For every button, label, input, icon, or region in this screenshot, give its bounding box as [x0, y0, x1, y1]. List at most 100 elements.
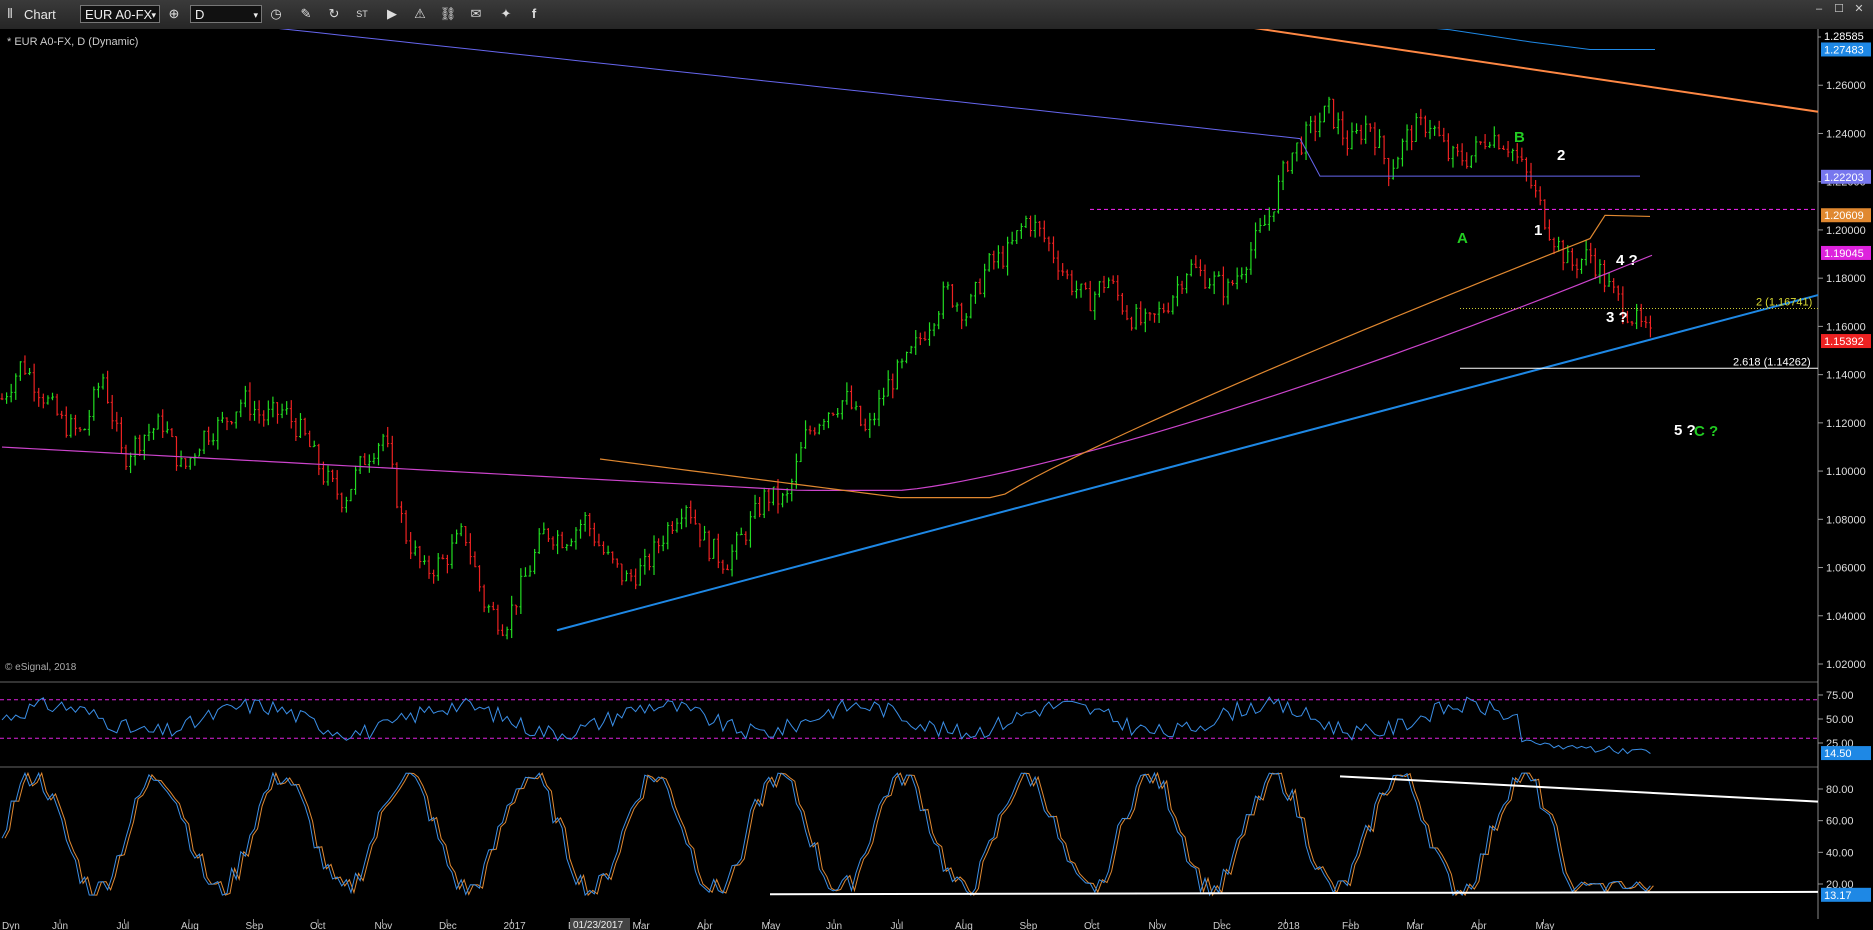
refresh-icon[interactable]: ↻: [328, 6, 340, 21]
cursor-date: 01/23/2017: [573, 920, 623, 930]
fib-level-label: 2.618 (1.14262): [1733, 356, 1811, 368]
stoch-resistance-line: [1339, 775, 1819, 803]
rsi-last-box: [1821, 746, 1871, 761]
resistance-trendline: [1254, 29, 1819, 113]
minimize-button[interactable]: ‒: [1815, 3, 1823, 15]
x-tick-label: Mar: [1407, 921, 1425, 930]
x-tick-label: Aug: [181, 921, 199, 930]
x-tick-label: Nov: [1149, 921, 1167, 930]
stochastic-panel[interactable]: [1, 771, 1819, 897]
link-icon[interactable]: ⛓: [439, 6, 457, 21]
x-tick-label: Jun: [52, 921, 68, 930]
comment-icon[interactable]: ✉: [470, 6, 482, 21]
x-tick-label: Sep: [246, 921, 264, 930]
rsi-panel[interactable]: [0, 696, 1818, 755]
symbol-value: EUR A0-FX: [85, 7, 153, 22]
price-label: 1.19045: [1824, 248, 1864, 260]
price-label: 1.15392: [1824, 336, 1864, 348]
x-tick-label: May: [762, 921, 781, 930]
x-tick-label: May: [1536, 921, 1555, 930]
dyn-label: Dyn: [2, 921, 20, 930]
price-label: 1.22203: [1824, 172, 1864, 184]
close-button[interactable]: ✕: [1854, 3, 1864, 15]
app-title: Chart: [24, 7, 56, 22]
copyright-text: © eSignal, 2018: [5, 662, 77, 673]
wave-label: A: [1457, 230, 1468, 247]
price-label-box: [1821, 169, 1871, 184]
y-tick-label: 1.10000: [1826, 466, 1866, 478]
y-tick-label: 1.20000: [1826, 225, 1866, 237]
wave-label: C ?: [1694, 423, 1718, 440]
interval-input[interactable]: D ▾: [190, 5, 262, 23]
x-tick-label: Sep: [1020, 921, 1038, 930]
stoch-y-tick-label: 80.00: [1826, 784, 1854, 796]
x-tick-label: 2018: [1278, 921, 1301, 930]
stoch-last-label: 13.17: [1824, 890, 1852, 902]
wave-label: 5 ?: [1674, 422, 1696, 439]
y-tick-label: 1.04000: [1826, 611, 1866, 623]
twitter-icon[interactable]: ✦: [500, 6, 512, 21]
ma-orange-line: [599, 214, 1651, 499]
toolbar: ⫴ Chart EUR A0-FX ▾ ⊕ D ▾ ◷ ✎ ↻ ST ▶ ⚠ ⛓…: [0, 0, 1873, 30]
x-tick-label: Jun: [826, 921, 842, 930]
rsi-line: [1, 696, 1651, 755]
y-tick-label: 1.06000: [1826, 563, 1866, 575]
price-label-box: [1821, 334, 1871, 349]
alert-icon[interactable]: ⚠: [414, 6, 426, 21]
y-tick-label: 1.02000: [1826, 659, 1866, 671]
interval-dropdown-icon[interactable]: ▾: [253, 10, 258, 20]
play-icon[interactable]: ▶: [387, 6, 397, 21]
stoch-fast-line: [1, 771, 1651, 897]
y-tick-label: 1.14000: [1826, 370, 1866, 382]
facebook-icon[interactable]: f: [531, 6, 537, 21]
symbol-dropdown-icon[interactable]: ▾: [151, 10, 156, 20]
y-tick-label: 1.18000: [1826, 273, 1866, 285]
price-label-box: [1821, 42, 1871, 57]
symbol-input[interactable]: EUR A0-FX ▾: [80, 5, 160, 23]
y-tick-label: 1.16000: [1826, 321, 1866, 333]
wave-label: B: [1514, 129, 1525, 146]
x-tick-label: Apr: [1471, 921, 1487, 930]
wave-label: 4 ?: [1616, 252, 1638, 269]
price-label: 1.27483: [1824, 44, 1864, 56]
stoch-last-box: [1821, 887, 1871, 902]
price-label-box: [1821, 245, 1871, 260]
wave-label: 3 ?: [1606, 309, 1628, 326]
stoch-slow-line: [4, 771, 1654, 897]
x-tick-label: Nov: [375, 921, 393, 930]
stoch-support-line: [769, 890, 1819, 896]
x-tick-label: Apr: [697, 921, 713, 930]
price-panel[interactable]: 2 (1.16741) 2.618 (1.14262) B 2 A 1 4 ? 3 ? 5 ?C…: [0, 29, 1819, 640]
rsi-y-tick-label: 50.00: [1826, 714, 1854, 726]
x-tick-label: Dec: [1213, 921, 1231, 930]
chart-window-icon: ⫴: [7, 6, 13, 21]
maximize-button[interactable]: ☐: [1834, 3, 1844, 15]
wave-label: 1: [1534, 222, 1542, 239]
chart-title: * EUR A0-FX, D (Dynamic): [7, 36, 138, 48]
y-tick-label: 1.12000: [1826, 418, 1866, 430]
ma-blue-channel: [278, 29, 1640, 177]
fib-level-label: 2 (1.16741): [1756, 297, 1812, 309]
cross-settings-icon[interactable]: ⊕: [168, 6, 180, 21]
support-trendline: [556, 294, 1819, 632]
rsi-last-label: 14.50: [1824, 748, 1852, 760]
chart-area[interactable]: 2 (1.16741) 2.618 (1.14262) B 2 A 1 4 ? 3 ? 5 ?C…: [0, 29, 1873, 930]
x-tick-label: Oct: [1084, 921, 1100, 930]
price-label-box: [1821, 208, 1871, 223]
x-tick-label: Jul: [117, 921, 130, 930]
studies-icon[interactable]: ST: [356, 9, 368, 19]
x-tick-label: Feb: [1342, 921, 1360, 930]
x-tick-label: 2017: [504, 921, 527, 930]
ma-blue-upper: [1436, 29, 1655, 51]
clock-icon[interactable]: ◷: [270, 6, 282, 21]
ma-magenta-line: [1, 254, 1653, 491]
y-tick-label: 1.24000: [1826, 128, 1866, 140]
price-label: 1.20609: [1824, 210, 1864, 222]
interval-value: D: [195, 7, 205, 22]
pencil-icon[interactable]: ✎: [300, 6, 312, 21]
stoch-y-tick-label: 60.00: [1826, 816, 1854, 828]
x-tick-label: Oct: [310, 921, 326, 930]
price-label: 1.28585: [1824, 31, 1864, 43]
x-tick-label: Jul: [891, 921, 904, 930]
x-tick-label: Aug: [955, 921, 973, 930]
